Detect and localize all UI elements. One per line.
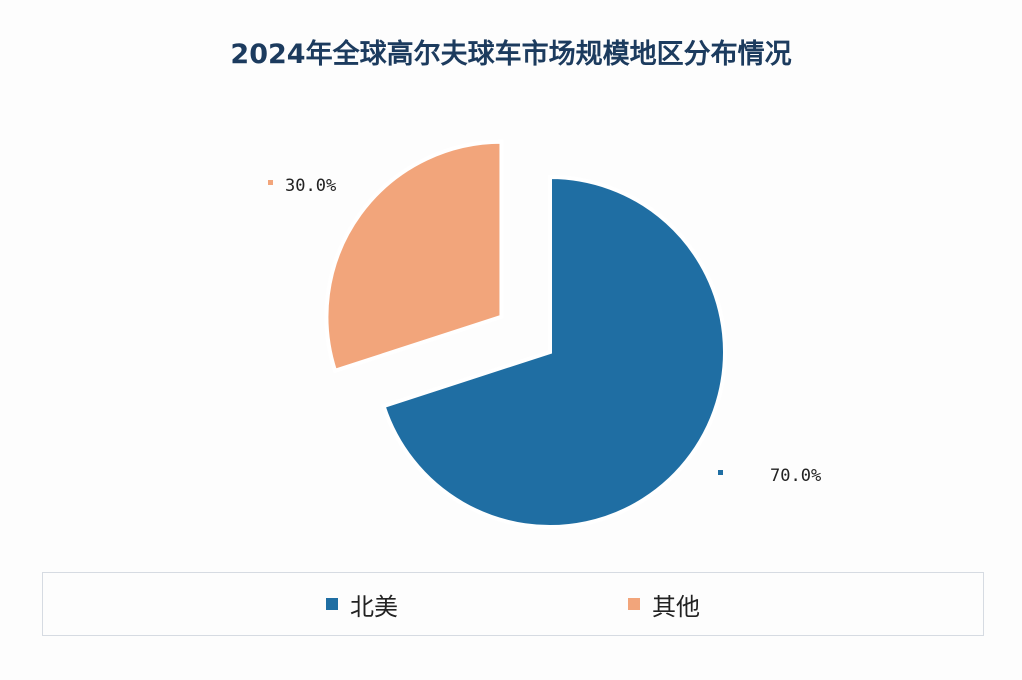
data-label: 30.0%: [285, 176, 336, 196]
legend-label: 其他: [652, 592, 700, 621]
chart-title: 2024年全球高尔夫球车市场规模地区分布情况: [230, 39, 792, 70]
legend-label: 北美: [350, 592, 398, 621]
legend: 北美 其他: [42, 572, 984, 636]
pie-slice-1: [324, 139, 504, 374]
data-label-marker: [268, 180, 273, 185]
data-label: 70.0%: [770, 466, 821, 486]
legend-swatch: [326, 598, 338, 610]
legend-item-north-america: 北美: [326, 587, 398, 622]
legend-item-other: 其他: [628, 587, 700, 622]
legend-swatch: [628, 598, 640, 610]
data-label-marker: [718, 470, 723, 475]
pie-slice-0: [381, 174, 727, 529]
